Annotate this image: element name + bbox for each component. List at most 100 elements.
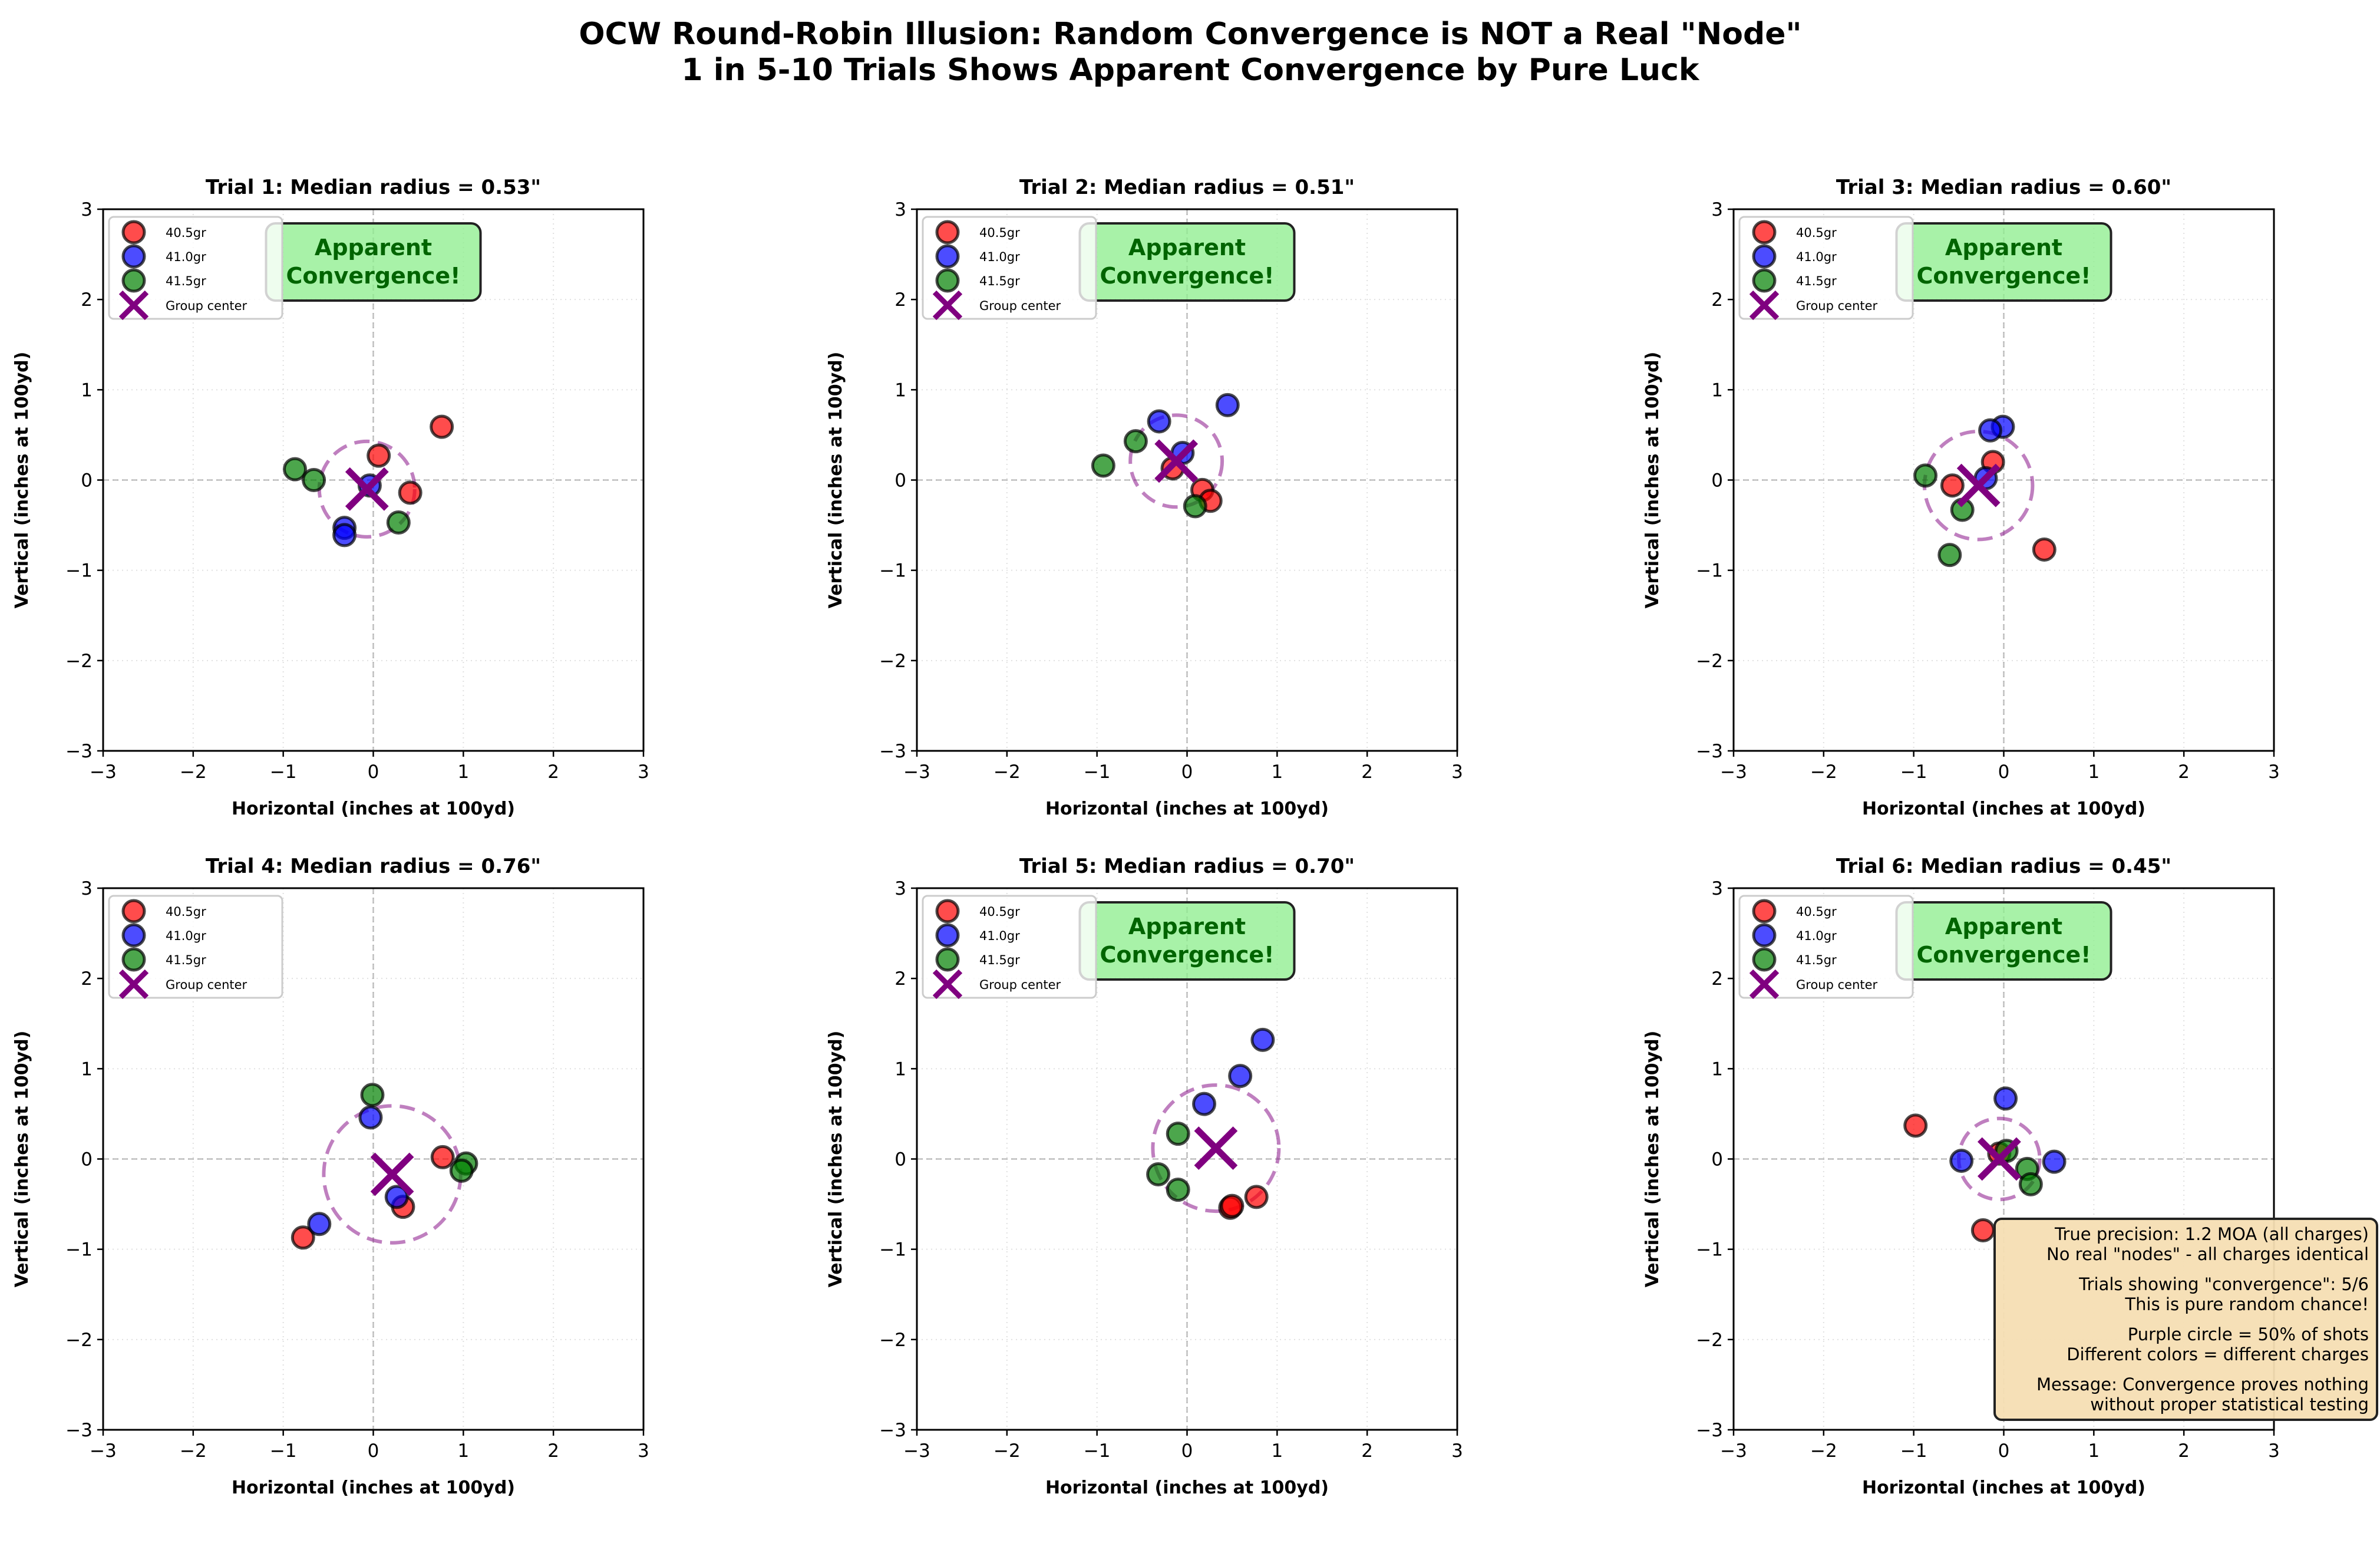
legend: 40.5gr 41.0gr 41.5gr Group center (1738, 216, 1914, 321)
x-tick-label: −3 (90, 761, 117, 783)
legend-marker-group-center (1749, 969, 1780, 1000)
legend-label: 41.0gr (979, 929, 1020, 943)
legend-frame (108, 895, 283, 999)
shot-point-40.5gr (367, 443, 391, 468)
legend: 40.5gr 41.0gr 41.5gr Group center (922, 216, 1097, 321)
x-tick-label: 2 (547, 1440, 559, 1462)
note-box-bg (1993, 1218, 2378, 1421)
y-tick-label: −3 (65, 1420, 93, 1441)
legend-label: Group center (979, 978, 1061, 992)
shot-point-41.5gr (360, 1083, 385, 1107)
x-tick-label: −1 (270, 1440, 297, 1462)
legend-marker-40.5gr (1752, 899, 1777, 924)
convergence-text-line: Convergence! (1100, 263, 1275, 289)
shot-point-41.5gr (1937, 543, 1962, 568)
x-tick-label: −2 (1810, 1440, 1837, 1462)
x-tick-label: 2 (2178, 761, 2190, 783)
legend-label: 40.5gr (166, 905, 206, 919)
legend-label: 41.0gr (979, 250, 1020, 264)
y-tick-label: −2 (1696, 651, 1723, 672)
legend: 40.5gr 41.0gr 41.5gr Group center (108, 216, 283, 321)
legend-marker-41.5gr (121, 268, 146, 293)
y-axis-label: Vertical (inches at 100yd) (12, 352, 32, 609)
shot-point-40.5gr (1220, 1193, 1245, 1218)
figure-title-line-2: 1 in 5-10 Trials Shows Apparent Converge… (682, 52, 1700, 88)
legend-label: 40.5gr (166, 226, 206, 240)
y-tick-label: 0 (81, 1149, 93, 1170)
subplot-title: Trial 5: Median radius = 0.70" (1019, 855, 1355, 878)
legend-label: 40.5gr (1796, 226, 1837, 240)
convergence-text-line: Convergence! (1917, 942, 2091, 968)
shot-point-41.0gr (1949, 1149, 1974, 1173)
apparent-convergence-box: Apparent Convergence! (1895, 222, 2112, 302)
group-center-marker (345, 467, 389, 511)
note-line: Purple circle = 50% of shots (2128, 1324, 2369, 1344)
x-tick-label: 0 (1181, 761, 1193, 783)
shot-point-40.5gr (1970, 1218, 1995, 1243)
legend-marker-40.5gr (935, 899, 960, 924)
x-tick-label: 3 (2268, 761, 2280, 783)
median-radius-circle (1128, 413, 1224, 509)
x-tick-label: 1 (457, 761, 469, 783)
y-tick-label: 0 (81, 470, 93, 492)
convergence-text-line: Apparent (1945, 235, 2062, 260)
legend-marker-41.0gr (121, 244, 146, 269)
legend-label: 41.5gr (979, 953, 1020, 967)
legend-label: 41.5gr (1796, 274, 1837, 288)
shot-point-41.5gr (449, 1158, 474, 1183)
legend-marker-41.5gr (121, 947, 146, 972)
shot-point-41.0gr (1192, 1092, 1217, 1116)
convergence-text-line: Apparent (1128, 914, 1246, 939)
legend-frame (922, 216, 1097, 320)
shot-point-41.5gr (1913, 463, 1938, 488)
shot-point-40.5gr (430, 414, 454, 439)
shot-point-41.5gr (386, 510, 411, 535)
group-center-marker (370, 1152, 414, 1196)
x-tick-label: −2 (1810, 761, 1837, 783)
y-tick-label: −1 (879, 560, 906, 582)
legend-marker-group-center (932, 290, 963, 321)
legend-marker-41.0gr (121, 923, 146, 948)
apparent-convergence-box: Apparent Convergence! (1078, 901, 1296, 981)
y-tick-label: −2 (65, 1330, 93, 1351)
subplot-title: Trial 2: Median radius = 0.51" (1019, 176, 1355, 199)
x-tick-label: 3 (638, 1440, 649, 1462)
y-axis-label: Vertical (inches at 100yd) (1642, 352, 1663, 609)
subplot-title: Trial 6: Median radius = 0.45" (1836, 855, 2171, 878)
legend-marker-41.5gr (1752, 947, 1777, 972)
legend-marker-41.0gr (1752, 923, 1777, 948)
legend-marker-41.0gr (935, 244, 960, 269)
x-axis-label: Horizontal (inches at 100yd) (1045, 1478, 1329, 1498)
shot-point-41.5gr (1091, 453, 1115, 478)
y-tick-label: −3 (1696, 1420, 1723, 1441)
x-tick-label: 0 (368, 1440, 379, 1462)
note-line: without proper statistical testing (2090, 1394, 2369, 1414)
legend-label: 41.5gr (166, 274, 206, 288)
legend: 40.5gr 41.0gr 41.5gr Group center (922, 895, 1097, 1000)
y-tick-label: 1 (81, 380, 93, 401)
legend-label: 41.5gr (979, 274, 1020, 288)
x-tick-label: −1 (1084, 1440, 1111, 1462)
group-center-stroke (1977, 1137, 2021, 1181)
legend-label: 40.5gr (1796, 905, 1837, 919)
x-tick-label: −3 (903, 1440, 930, 1462)
convergence-text-line: Convergence! (286, 263, 461, 289)
y-tick-label: −2 (879, 651, 906, 672)
y-tick-label: 2 (81, 968, 93, 990)
x-tick-label: −2 (993, 1440, 1021, 1462)
y-tick-label: 3 (1711, 199, 1723, 220)
y-tick-label: 1 (1711, 380, 1723, 401)
shot-point-41.5gr (1123, 429, 1148, 454)
x-tick-label: −1 (1900, 1440, 1927, 1462)
apparent-convergence-box: Apparent Convergence! (1895, 901, 2112, 981)
x-axis-label: Horizontal (inches at 100yd) (1862, 799, 2145, 819)
y-tick-label: 1 (894, 380, 906, 401)
y-tick-label: −3 (65, 741, 93, 762)
y-tick-label: −3 (879, 1420, 906, 1441)
shot-point-41.5gr (302, 468, 326, 492)
x-tick-label: −2 (180, 1440, 207, 1462)
legend-label: Group center (166, 299, 247, 313)
y-tick-label: 3 (894, 199, 906, 220)
shot-point-41.5gr (1166, 1178, 1190, 1202)
note-line: No real "nodes" - all charges identical (2046, 1244, 2369, 1264)
